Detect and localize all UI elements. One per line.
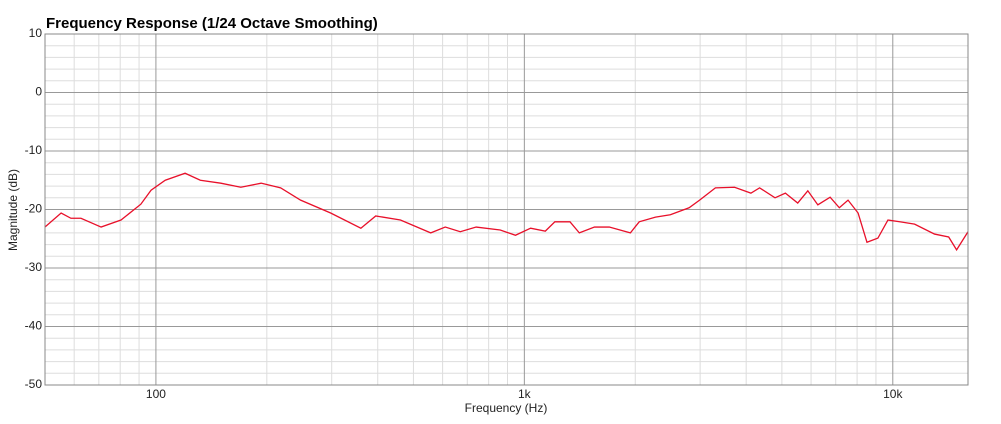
x-tick-label: 1k: [518, 387, 532, 401]
y-tick-label: -50: [25, 377, 43, 391]
y-tick-label: -10: [25, 143, 43, 157]
x-tick-label: 10k: [883, 387, 903, 401]
y-tick-label: 0: [35, 85, 42, 99]
x-axis-label: Frequency (Hz): [465, 401, 548, 415]
line: [44, 172, 969, 252]
plot-border: [44, 33, 969, 386]
y-tick-label: -40: [25, 319, 43, 333]
x-tick-label: 100: [146, 387, 166, 401]
chart-title: Frequency Response (1/24 Octave Smoothin…: [46, 15, 378, 32]
y-tick-label: 10: [29, 26, 43, 40]
y-axis-label: Magnitude (dB): [6, 169, 20, 251]
y-tick-label: -20: [25, 202, 43, 216]
y-tick-label: -30: [25, 260, 43, 274]
